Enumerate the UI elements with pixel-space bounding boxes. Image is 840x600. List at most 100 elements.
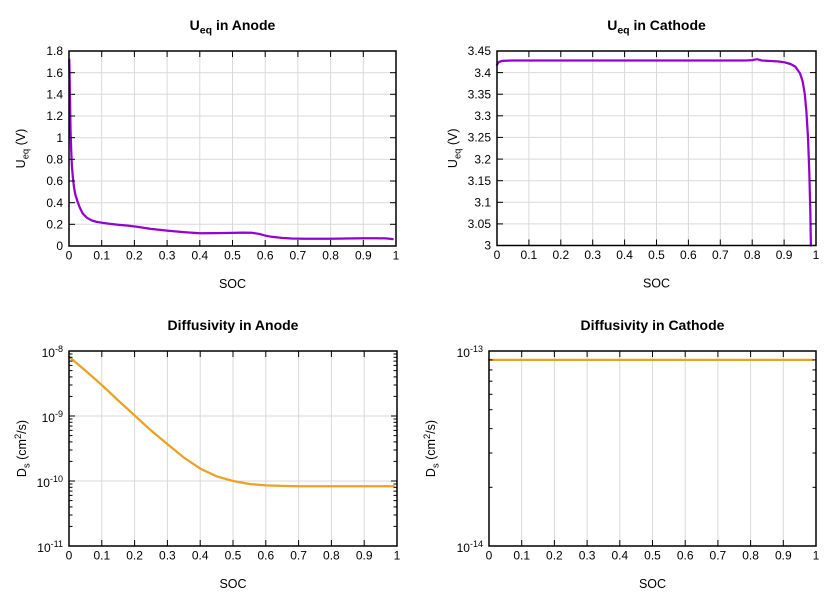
x-tick-label: 0.4 bbox=[191, 249, 208, 263]
x-tick-label: 0.2 bbox=[126, 249, 143, 263]
y-tick-label: 0 bbox=[56, 239, 63, 253]
x-tick-label: 0.1 bbox=[513, 549, 530, 563]
x-axis-label: SOC bbox=[643, 277, 670, 291]
x-tick-label: 0.7 bbox=[290, 549, 307, 563]
x-tick-labels: 0 0.1 0.2 0.3 0.4 0.5 0.6 0.7 0.8 0.9 1 bbox=[486, 549, 820, 563]
x-axis-label: SOC bbox=[639, 577, 666, 591]
x-tick-label: 0 bbox=[486, 549, 493, 563]
y-tick-labels: 0 0.2 0.4 0.6 0.8 1 1.2 1.4 1.6 1.8 bbox=[46, 44, 63, 253]
data-line bbox=[495, 58, 813, 247]
chart-ueq-anode-canvas: 0 0.1 0.2 0.3 0.4 0.5 0.6 0.7 0.8 0.9 100.20.40.60… bbox=[14, 17, 400, 291]
y-tick-label: 10-14 bbox=[457, 539, 483, 555]
x-tick-label: 0.6 bbox=[680, 248, 697, 262]
x-tick-labels: 0 0.1 0.2 0.3 0.4 0.5 0.6 0.7 0.8 0.9 1 bbox=[494, 248, 820, 262]
x-tick-label: 0.8 bbox=[742, 549, 759, 563]
x-tick-label: 1 bbox=[813, 248, 820, 262]
y-tick-label: 10-9 bbox=[42, 409, 63, 425]
x-tick-label: 0.2 bbox=[552, 248, 569, 262]
y-tick-label: 1.8 bbox=[46, 44, 63, 58]
y-tick-label: 3.1 bbox=[474, 196, 491, 210]
y-tick-label: 3.25 bbox=[468, 131, 492, 145]
y-tick-label: 1.2 bbox=[46, 109, 63, 123]
x-tick-label: 0.2 bbox=[126, 549, 143, 563]
y-tick-label: 3.3 bbox=[474, 109, 491, 123]
x-tick-label: 0.3 bbox=[584, 248, 601, 262]
x-tick-label: 0.9 bbox=[775, 549, 792, 563]
y-tick-label: 0.8 bbox=[46, 153, 63, 167]
y-tick-label: 3.45 bbox=[468, 44, 492, 58]
x-tick-label: 0.7 bbox=[710, 549, 727, 563]
x-tick-label: 0.5 bbox=[648, 248, 665, 262]
chart-title: Ueq in Cathode bbox=[607, 17, 706, 37]
x-tick-labels: 0 0.1 0.2 0.3 0.4 0.5 0.6 0.7 0.8 0.9 1 bbox=[66, 549, 401, 563]
y-tick-label: 10-11 bbox=[37, 539, 63, 555]
x-tick-label: 1 bbox=[393, 249, 400, 263]
x-tick-label: 0.3 bbox=[159, 549, 176, 563]
x-tick-label: 0.1 bbox=[521, 248, 538, 262]
plot-frame bbox=[68, 350, 398, 547]
x-tick-label: 0.3 bbox=[159, 249, 176, 263]
x-tick-label: 0.5 bbox=[224, 249, 241, 263]
y-tick-label: 10-13 bbox=[457, 344, 483, 360]
x-tick-label: 0.8 bbox=[744, 248, 761, 262]
plot-frame bbox=[68, 50, 397, 247]
x-axis-label: SOC bbox=[219, 277, 246, 291]
y-tick-label: 3.35 bbox=[468, 87, 492, 101]
chart-diffusivity-anode: 0 0.1 0.2 0.3 0.4 0.5 0.6 0.7 0.8 0.9 1 10-11 10-10 1… bbox=[0, 300, 420, 600]
y-tick-label: 10-10 bbox=[37, 474, 63, 490]
x-tick-label: 0.8 bbox=[323, 549, 340, 563]
x-tick-labels: 0 0.1 0.2 0.3 0.4 0.5 0.6 0.7 0.8 0.9 1 bbox=[66, 249, 400, 263]
y-tick-label: 1 bbox=[56, 131, 63, 145]
y-tick-label: 3.2 bbox=[474, 152, 491, 166]
chart-ueq-anode: 0 0.1 0.2 0.3 0.4 0.5 0.6 0.7 0.8 0.9 1 0 0.2 0.4 0.6 0… bbox=[0, 0, 420, 300]
grid bbox=[521, 351, 784, 546]
x-tick-label: 0.6 bbox=[677, 549, 694, 563]
x-tick-label: 0.2 bbox=[546, 549, 563, 563]
y-axis-label: Ds (cm2/s) bbox=[421, 420, 441, 477]
data-line bbox=[67, 355, 395, 488]
y-tick-label: 0.4 bbox=[46, 196, 63, 210]
plot-frame bbox=[488, 350, 817, 547]
y-tick-label: 1.4 bbox=[46, 88, 63, 102]
y-tick-labels: 3 3.05 3.1 3.15 3.2 3.25 3.3 3.35 3.4 3.45 bbox=[468, 44, 492, 252]
x-tick-label: 1 bbox=[813, 549, 820, 563]
x-tick-label: 0.7 bbox=[290, 249, 307, 263]
x-tick-label: 0.4 bbox=[616, 248, 633, 262]
x-tick-label: 0.4 bbox=[192, 549, 209, 563]
x-tick-label: 0.4 bbox=[611, 549, 628, 563]
x-tick-label: 0 bbox=[494, 248, 501, 262]
x-tick-label: 0.6 bbox=[257, 249, 274, 263]
chart-title: Diffusivity in Cathode bbox=[581, 317, 725, 333]
x-tick-label: 0.9 bbox=[355, 249, 372, 263]
x-tick-label: 0.5 bbox=[644, 549, 661, 563]
grid bbox=[69, 351, 397, 546]
y-axis-label: Ueq (V) bbox=[446, 128, 463, 168]
y-axis-label: Ds (cm2/s) bbox=[12, 420, 32, 477]
x-tick-label: 0.1 bbox=[93, 249, 110, 263]
chart-ueq-cathode-canvas: 0 0.1 0.2 0.3 0.4 0.5 0.6 0.7 0.8 0.9 1 3 3.05 3.1 3.1… bbox=[446, 17, 820, 291]
chart-title: Ueq in Anode bbox=[190, 17, 276, 37]
x-tick-label: 0.5 bbox=[225, 549, 242, 563]
y-tick-label: 3.4 bbox=[474, 66, 491, 80]
x-tick-label: 0.8 bbox=[322, 249, 339, 263]
y-tick-label: 3.15 bbox=[468, 174, 492, 188]
x-tick-label: 0.9 bbox=[356, 549, 373, 563]
x-tick-label: 0.3 bbox=[579, 549, 596, 563]
x-tick-label: 0.6 bbox=[257, 549, 274, 563]
x-tick-label: 0.7 bbox=[712, 248, 729, 262]
data-line bbox=[68, 58, 394, 241]
y-tick-label: 3.05 bbox=[468, 217, 492, 231]
y-tick-labels: 10-14 10-13 bbox=[457, 344, 483, 555]
x-tick-label: 1 bbox=[394, 549, 401, 563]
grid bbox=[69, 51, 396, 246]
grid bbox=[497, 51, 816, 246]
y-tick-label: 10-8 bbox=[42, 344, 63, 360]
chart-diffusivity-cathode: 0 0.1 0.2 0.3 0.4 0.5 0.6 0.7 0.8 0.9 1 10-14 10-13 D… bbox=[420, 300, 840, 600]
chart-title: Diffusivity in Anode bbox=[168, 317, 299, 333]
chart-diffusivity-anode-canvas: 0 0.1 0.2 0.3 0.4 0.5 0.6 0.7 0.8 0.9 1 10-11 10-10 1… bbox=[12, 317, 401, 591]
x-tick-label: 0 bbox=[66, 549, 73, 563]
y-tick-label: 1.6 bbox=[46, 66, 63, 80]
y-tick-label: 0.2 bbox=[46, 218, 63, 232]
x-tick-label: 0.1 bbox=[93, 549, 110, 563]
